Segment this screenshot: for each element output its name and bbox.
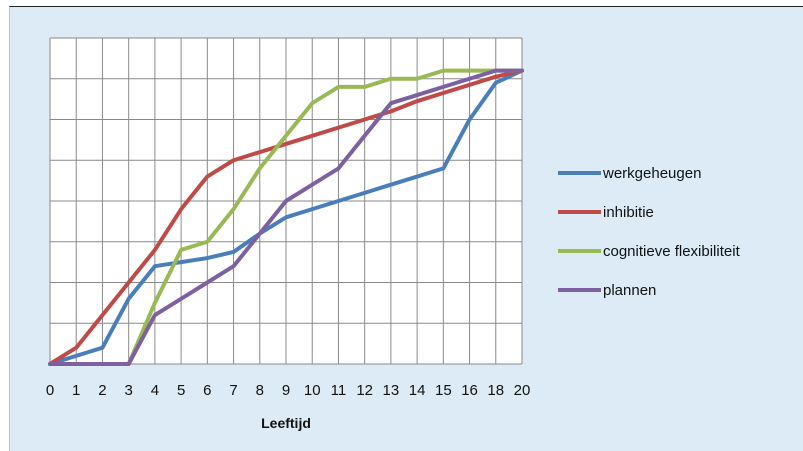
x-tick-label: 7: [229, 382, 237, 399]
x-tick-label: 1: [72, 382, 80, 399]
x-tick-label: 9: [282, 382, 290, 399]
x-tick-label: 12: [356, 382, 373, 399]
x-tick-label: 10: [304, 382, 321, 399]
x-tick-label: 2: [98, 382, 106, 399]
x-tick-label: 4: [151, 382, 159, 399]
line-chart: 0 1 2 3 4 5 6 7 8 9 10 11 12 13 14 15 16 18 20 Leeftijd we…: [10, 7, 803, 451]
x-tick-label: 15: [435, 382, 452, 399]
chart-area: 0 1 2 3 4 5 6 7 8 9 10 11 12 13 14 15 16 18 20 Leeftijd we…: [9, 6, 803, 451]
x-tick-label: 0: [46, 382, 54, 399]
x-tick-label: 8: [256, 382, 264, 399]
legend-label: plannen: [603, 282, 656, 299]
legend-label: inhibitie: [603, 204, 654, 221]
x-tick-label: 3: [124, 382, 132, 399]
x-tick-label: 16: [461, 382, 478, 399]
legend-label: werkgeheugen: [602, 165, 701, 182]
x-tick-label: 5: [177, 382, 185, 399]
x-tick-label: 18: [487, 382, 504, 399]
x-tick-label: 11: [331, 382, 347, 399]
legend-label: cognitieve flexibiliteit: [603, 243, 741, 260]
legend: werkgeheugen inhibitie cognitieve flexibil…: [558, 165, 741, 299]
x-tick-label: 13: [383, 382, 400, 399]
x-axis-label: Leeftijd: [261, 415, 311, 431]
x-tick-labels: 0 1 2 3 4 5 6 7 8 9 10 11 12 13 14 15 16 18 20: [46, 382, 531, 399]
x-tick-label: 14: [409, 382, 426, 399]
x-tick-label: 20: [514, 382, 531, 399]
x-tick-label: 6: [203, 382, 211, 399]
